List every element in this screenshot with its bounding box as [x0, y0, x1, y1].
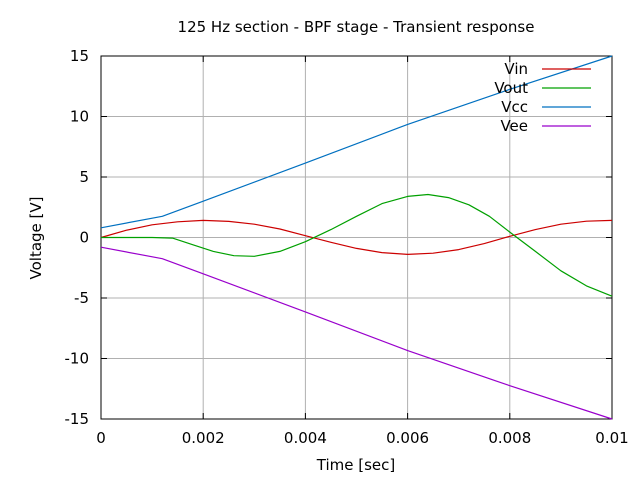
- legend-label-vee: Vee: [500, 117, 528, 135]
- x-axis-label: Time [sec]: [316, 456, 395, 474]
- x-tick-label: 0.002: [182, 429, 225, 447]
- y-tick-label: 15: [70, 47, 89, 65]
- x-tick-label: 0.004: [284, 429, 327, 447]
- legend-label-vin: Vin: [504, 60, 528, 78]
- y-tick-labels: -15 -10 -5 0 5 10 15: [65, 47, 90, 428]
- series-line-vout: [101, 193, 613, 297]
- y-tick-label: 10: [70, 108, 89, 126]
- y-axis-label: Voltage [V]: [27, 197, 45, 280]
- x-tick-labels: 0 0.002 0.004 0.006 0.008 0.01: [96, 429, 628, 447]
- series-line-vee: [100, 246, 613, 420]
- y-tick-label: -5: [74, 289, 89, 307]
- grid: [101, 56, 612, 419]
- y-tick-label: 0: [79, 229, 89, 247]
- y-tick-label: 5: [79, 168, 89, 186]
- x-tick-label: 0.008: [488, 429, 531, 447]
- y-tick-label: -15: [65, 410, 90, 428]
- series-line-vcc: [100, 55, 613, 229]
- y-tick-label: -10: [65, 350, 90, 368]
- x-tick-label: 0.006: [386, 429, 429, 447]
- x-tick-label: 0: [96, 429, 106, 447]
- legend-label-vout: Vout: [494, 79, 528, 97]
- series-lines: [100, 55, 613, 420]
- legend-label-vcc: Vcc: [501, 98, 528, 116]
- x-tick-label: 0.01: [595, 429, 628, 447]
- chart-title: 125 Hz section - BPF stage - Transient r…: [178, 18, 535, 36]
- series-line-vin: [100, 219, 613, 255]
